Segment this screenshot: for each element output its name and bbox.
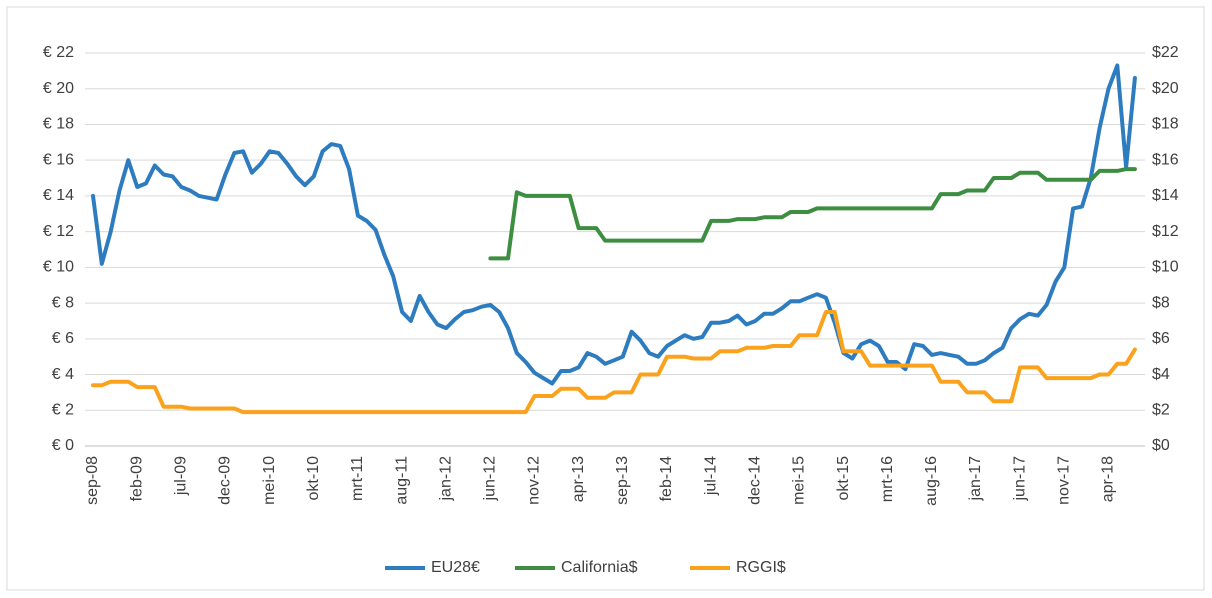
x-tick-label: jul-09 [173,456,190,496]
series-line [91,310,1137,415]
y2-tick-label: $20 [1152,80,1179,97]
x-tick-label: mei-15 [791,456,808,505]
y2-tick-label: $8 [1152,294,1170,311]
y2-tick-label: $2 [1152,401,1170,418]
x-tick-label: feb-14 [658,456,675,501]
y-tick-label: € 0 [52,437,74,454]
x-tick-label: nov-12 [526,456,543,505]
y-tick-label: € 2 [52,401,74,418]
x-tick-label: mrt-16 [879,456,896,502]
x-tick-label: jul-14 [702,456,719,496]
y-tick-label: € 14 [43,187,74,204]
y2-tick-label: $14 [1152,187,1179,204]
y-tick-label: € 16 [43,151,74,168]
x-tick-label: feb-09 [128,456,145,501]
legend-label: RGGI$ [736,559,786,576]
legend-label: California$ [561,559,638,576]
chart-border [6,6,1205,591]
y2-tick-label: $6 [1152,330,1170,347]
x-tick-label: jun-17 [1011,456,1028,502]
x-tick-label: dec-09 [217,456,234,505]
x-tick-label: okt-15 [835,456,852,501]
y2-tick-label: $16 [1152,151,1179,168]
y2-tick-label: $4 [1152,366,1170,383]
series-line [91,63,1137,386]
series-line [488,167,1137,261]
x-tick-label: jan-17 [967,456,984,502]
x-tick-label: apr-13 [570,456,587,502]
y2-tick-label: $10 [1152,259,1179,276]
y-tick-label: € 6 [52,330,74,347]
x-tick-label: jan-12 [437,456,454,502]
x-tick-label: mrt-11 [349,456,366,501]
y-tick-label: € 8 [52,294,74,311]
y-tick-label: € 20 [43,80,74,97]
y-tick-label: € 22 [43,44,74,61]
x-tick-label: sep-13 [614,456,631,505]
x-tick-label: aug-11 [393,456,410,505]
y-tick-label: € 12 [43,223,74,240]
y-tick-label: € 18 [43,116,74,133]
y2-tick-label: $0 [1152,437,1170,454]
x-tick-label: jun-12 [482,456,499,502]
y2-tick-label: $22 [1152,44,1179,61]
legend-label: EU28€ [431,559,480,576]
y2-tick-label: $18 [1152,116,1179,133]
x-tick-label: aug-16 [923,456,940,506]
x-tick-label: mei-10 [261,456,278,505]
x-tick-label: okt-10 [305,456,322,501]
y2-tick-label: $12 [1152,223,1179,240]
x-tick-label: dec-14 [746,456,763,505]
x-tick-label: apr-18 [1100,456,1117,502]
y-tick-label: € 4 [52,366,74,383]
x-tick-label: sep-08 [84,456,101,505]
x-tick-label: nov-17 [1056,456,1073,505]
y-tick-label: € 10 [43,259,74,276]
